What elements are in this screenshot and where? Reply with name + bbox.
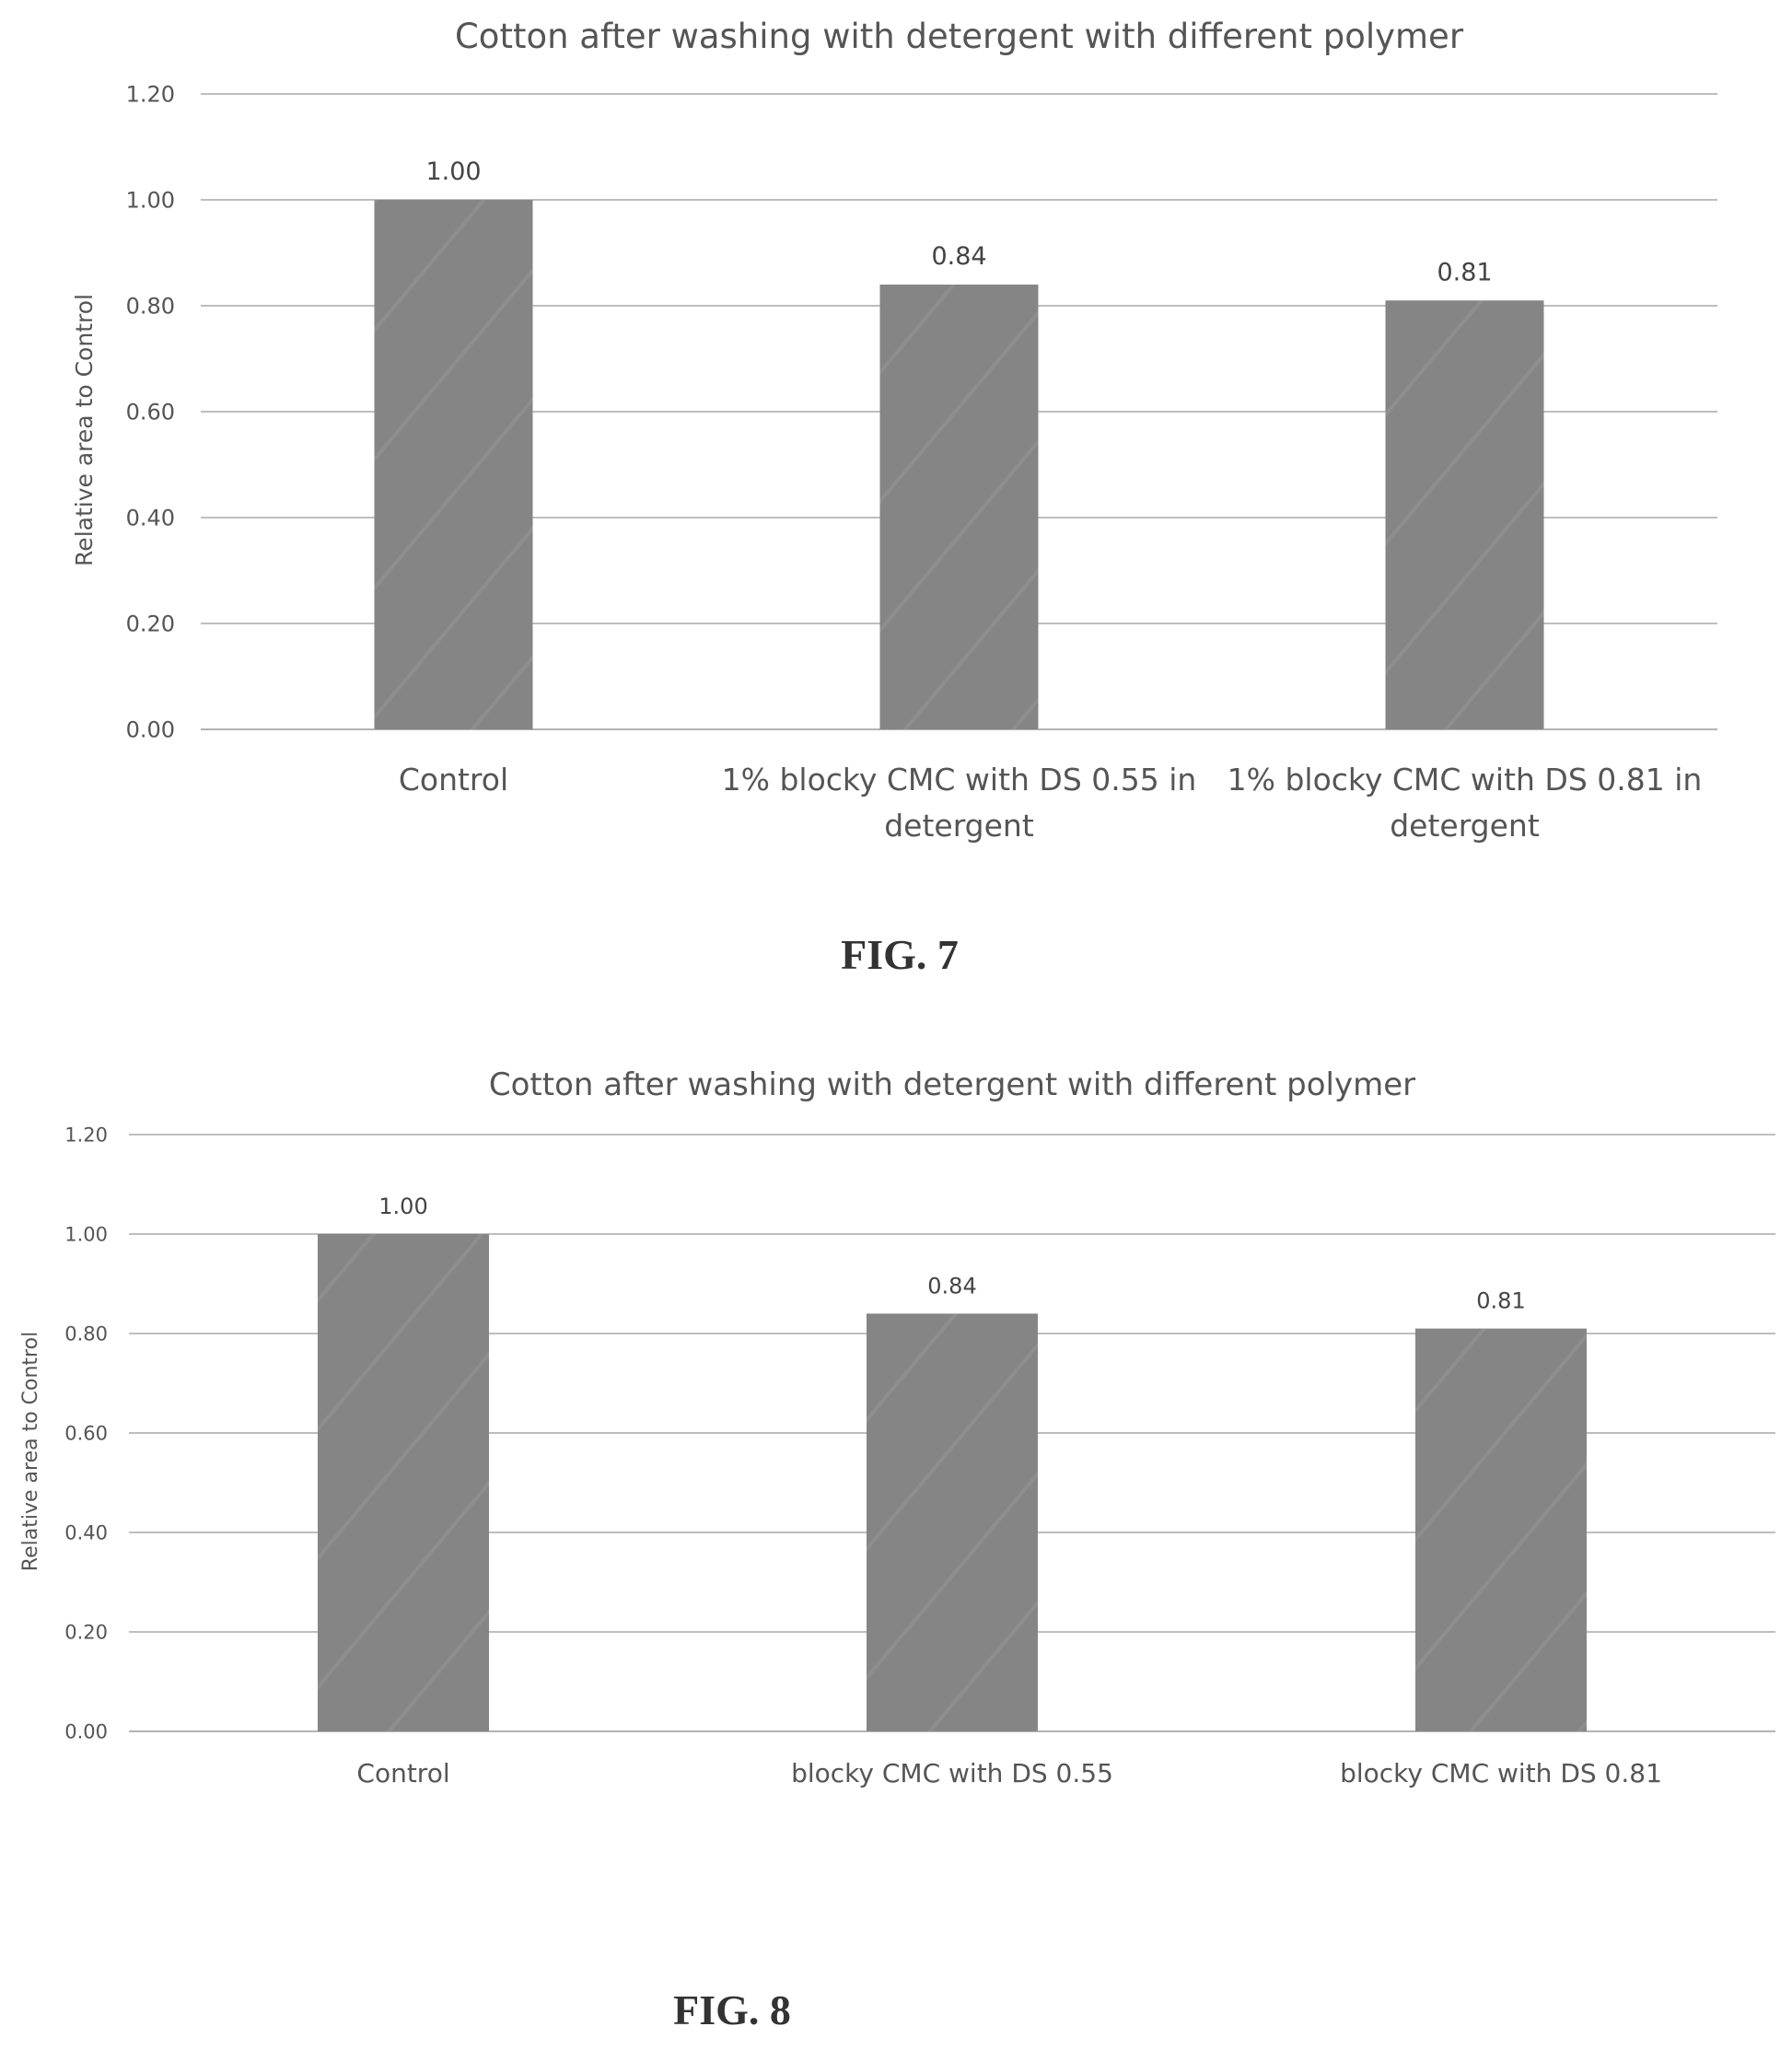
category-label: Control xyxy=(399,762,508,798)
category-label: detergent xyxy=(884,808,1034,844)
bar xyxy=(1415,1328,1587,1731)
y-tick-label: 0.60 xyxy=(64,1423,108,1445)
category-label: blocky CMC with DS 0.81 xyxy=(1340,1758,1662,1788)
figure-caption: FIG. 8 xyxy=(673,1986,791,2033)
data-label: 1.00 xyxy=(378,1194,427,1219)
data-label: 1.00 xyxy=(425,157,481,186)
y-tick-label: 1.20 xyxy=(64,1124,108,1147)
bar xyxy=(879,285,1039,729)
y-tick-label: 1.20 xyxy=(126,82,175,108)
bar xyxy=(318,1234,489,1731)
bar xyxy=(1385,300,1544,729)
chart-title: Cotton after washing with detergent with… xyxy=(489,1066,1415,1103)
y-tick-label: 0.00 xyxy=(126,717,175,743)
y-tick-label: 1.00 xyxy=(126,188,175,214)
y-tick-label: 0.80 xyxy=(126,294,175,320)
y-tick-label: 0.00 xyxy=(64,1721,108,1743)
category-label: detergent xyxy=(1390,808,1540,844)
y-tick-label: 0.40 xyxy=(64,1522,108,1544)
data-label: 0.81 xyxy=(1476,1288,1525,1314)
y-tick-label: 0.40 xyxy=(126,506,175,531)
data-label: 0.81 xyxy=(1437,258,1492,286)
data-label: 0.84 xyxy=(927,1273,976,1299)
category-label: blocky CMC with DS 0.55 xyxy=(791,1758,1113,1788)
y-tick-label: 0.20 xyxy=(126,612,175,637)
chart-title: Cotton after washing with detergent with… xyxy=(455,17,1464,56)
y-axis-title: Relative area to Control xyxy=(19,1332,42,1571)
category-label: 1% blocky CMC with DS 0.81 in xyxy=(1228,762,1703,798)
category-label: 1% blocky CMC with DS 0.55 in xyxy=(722,762,1197,798)
y-tick-label: 1.00 xyxy=(64,1224,108,1246)
data-label: 0.84 xyxy=(931,242,986,271)
y-tick-label: 0.60 xyxy=(126,400,175,425)
bar xyxy=(867,1313,1038,1731)
figure-caption: FIG. 7 xyxy=(841,931,959,978)
bar xyxy=(374,200,533,729)
y-tick-label: 0.20 xyxy=(64,1622,108,1644)
y-tick-label: 0.80 xyxy=(64,1323,108,1345)
category-label: Control xyxy=(356,1758,449,1788)
y-axis-title: Relative area to Control xyxy=(71,294,98,566)
